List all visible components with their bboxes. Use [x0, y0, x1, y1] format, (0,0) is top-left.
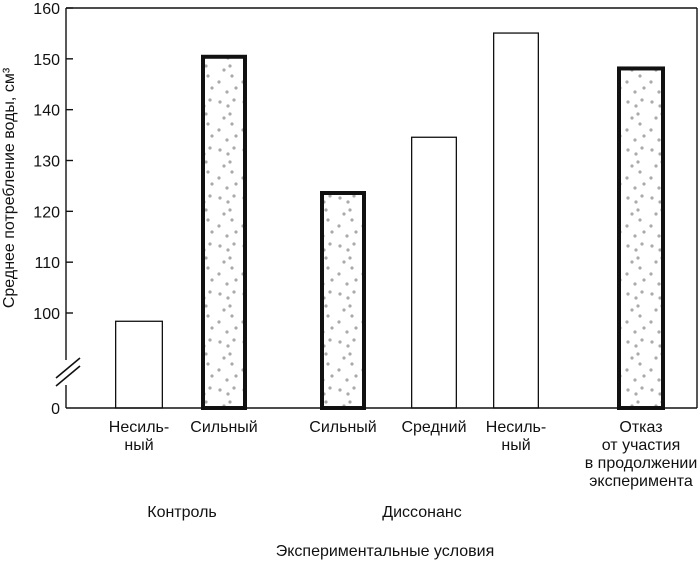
- group-label-1: Контроль: [147, 504, 217, 521]
- category-label-6-line-4: эксперимента: [589, 473, 693, 490]
- bars-layer: [115, 32, 665, 411]
- axis-break-mark-1: [55, 357, 81, 379]
- labels-layer: 100 110 120 130 140 150 160 0 Несиль-ный Сильный С…: [33, 1, 697, 521]
- y-tick-label-0: 0: [51, 401, 60, 418]
- x-axis-title: Экспериментальные условия: [276, 543, 495, 560]
- bar-3: [320, 191, 366, 410]
- category-label-5-line-1: Несиль-: [486, 419, 546, 436]
- y-tick-label-150: 150: [33, 52, 60, 69]
- y-tick-label-110: 110: [34, 255, 60, 272]
- category-label-6-line-1: Отказ: [619, 419, 662, 436]
- bar-1: [115, 320, 164, 409]
- y-axis-title: Среднее потребление воды, см³: [1, 67, 18, 308]
- y-tick-label-100: 100: [33, 306, 60, 323]
- group-label-2: Диссонанс: [382, 504, 461, 521]
- y-tick-label-140: 140: [33, 103, 60, 120]
- axes-layer: [55, 7, 698, 409]
- y-tick-label-120: 120: [33, 204, 60, 221]
- category-label-5-line-2: ный: [501, 437, 530, 454]
- bar-4: [410, 136, 457, 409]
- category-label-3-line-1: Сильный: [309, 419, 376, 436]
- category-label-4-line-1: Средний: [401, 419, 466, 436]
- bar-5: [492, 32, 539, 409]
- category-label-6-line-3: в продолжении: [585, 455, 698, 472]
- category-label-1-line-1: Несиль-: [109, 419, 169, 436]
- axis-break-mark-2: [55, 365, 81, 387]
- category-label-6-line-2: от участия: [602, 437, 680, 454]
- category-label-1-line-2: ный: [124, 437, 153, 454]
- y-tick-label-130: 130: [33, 154, 60, 171]
- bar-2: [201, 54, 247, 411]
- bar-6: [617, 66, 665, 410]
- category-label-2-line-1: Сильный: [190, 419, 257, 436]
- y-tick-label-160: 160: [33, 1, 60, 18]
